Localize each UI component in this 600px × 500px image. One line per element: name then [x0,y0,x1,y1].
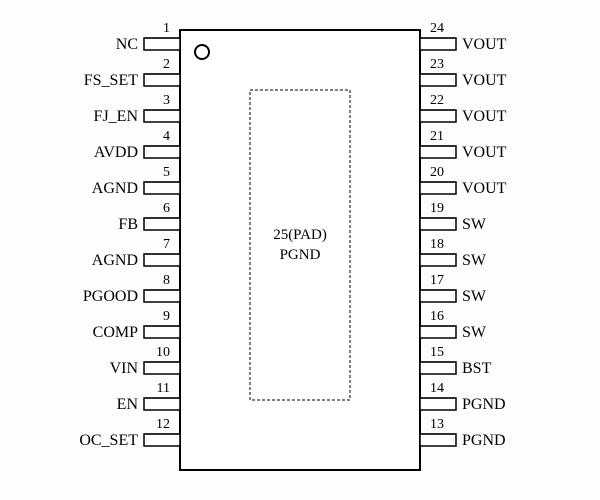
pin-number: 24 [430,21,444,36]
pin-number: 13 [430,417,444,432]
pin-label: AGND [92,252,138,269]
pin [420,290,456,302]
pin-label: AVDD [94,144,138,161]
ic-pinout-diagram: 25(PAD) PGND 1 NC 2 FS_SET 3 FJ_EN 4 AVDD 5 AGND 6 FB… [0,0,600,500]
pin-number: 1 [163,21,170,36]
pin-number: 17 [430,273,444,288]
pin-label: VOUT [462,36,507,53]
pin-label: SW [462,324,487,341]
pin-number: 14 [430,381,444,396]
pin-label: EN [117,396,139,413]
pin [420,38,456,50]
pin [144,74,180,86]
pin [420,182,456,194]
pin [144,326,180,338]
pin-number: 16 [430,309,444,324]
pin [420,74,456,86]
pin-label: SW [462,216,487,233]
pin-number: 23 [430,57,444,72]
pin-number: 15 [430,345,444,360]
pin-label: VOUT [462,144,507,161]
pin-label: VOUT [462,180,507,197]
pin [420,362,456,374]
pin-label: FB [118,216,138,233]
pin-label: BST [462,360,492,377]
pin-number: 20 [430,165,444,180]
pin-number: 22 [430,93,444,108]
pin-label: SW [462,252,487,269]
pin [144,38,180,50]
pin-label: COMP [93,324,138,341]
pin-label: PGND [462,396,506,413]
pin-label: NC [116,36,138,53]
pin-number: 11 [157,381,170,396]
pin-label: PGND [462,432,506,449]
pin-number: 5 [163,165,170,180]
pin-label: VIN [110,360,139,377]
pin [144,398,180,410]
pin [420,146,456,158]
pin [144,182,180,194]
pin-number: 8 [163,273,170,288]
pin-number: 12 [156,417,170,432]
pin [420,398,456,410]
pin-label: PGOOD [83,288,138,305]
pin-number: 18 [430,237,444,252]
pin [420,434,456,446]
pin [420,326,456,338]
pin-label: OC_SET [79,432,138,449]
pin-label: SW [462,288,487,305]
pin-number: 4 [163,129,170,144]
pin-label: FS_SET [84,72,138,89]
pin [144,290,180,302]
pin-label: VOUT [462,108,507,125]
pad-label: PGND [280,247,321,263]
pin [420,218,456,230]
pin [144,110,180,122]
pin [144,362,180,374]
pin-number: 10 [156,345,170,360]
pin [144,218,180,230]
pin-label: FJ_EN [94,108,139,125]
pin-number: 9 [163,309,170,324]
pad-label: 25(PAD) [273,227,327,243]
pin-number: 6 [163,201,170,216]
pin-number: 21 [430,129,444,144]
pin [144,254,180,266]
pin-label: AGND [92,180,138,197]
pin-number: 7 [163,237,170,252]
pin-label: VOUT [462,72,507,89]
pin [144,146,180,158]
pin [144,434,180,446]
pin [420,254,456,266]
pin [420,110,456,122]
pin-number: 3 [163,93,170,108]
pin-number: 19 [430,201,444,216]
pin-number: 2 [163,57,170,72]
